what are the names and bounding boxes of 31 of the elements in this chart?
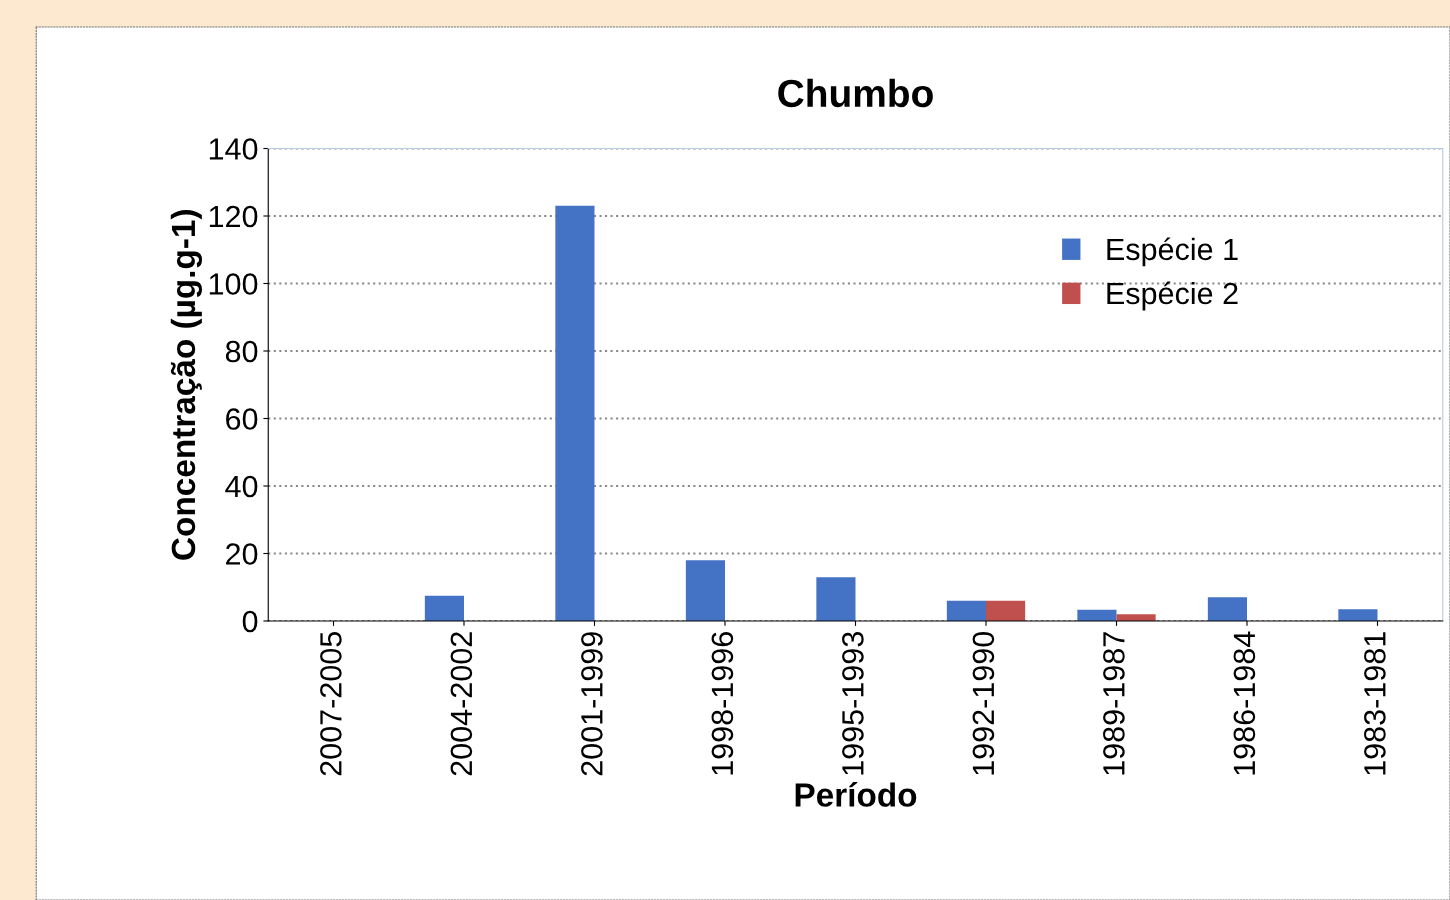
bar <box>555 205 595 621</box>
x-tick-label: 2004-2002 <box>450 632 473 776</box>
bar <box>946 600 986 621</box>
x-tick-label: 1995-1993 <box>842 632 864 775</box>
y-tick-label: 80 <box>225 340 258 363</box>
x-tick-label: 1983-1981 <box>1364 632 1386 775</box>
bar <box>1077 609 1117 621</box>
x-tick-label: 2001-1999 <box>581 632 603 776</box>
x-axis-title: Período <box>795 782 917 807</box>
bar <box>685 560 725 621</box>
x-tick-label: 1989-1987 <box>1103 632 1125 775</box>
bar <box>1338 609 1378 621</box>
y-tick-label: 20 <box>226 543 258 565</box>
legend-label: Espécie 2 <box>1107 281 1238 311</box>
x-tick-label: 2007-2005 <box>320 631 342 776</box>
bar <box>816 577 856 621</box>
y-tick-label: 100 <box>209 273 258 295</box>
y-tick-label: 140 <box>209 138 258 160</box>
legend-label: Espécie 1 <box>1107 237 1238 267</box>
y-tick-label: 0 <box>242 610 258 633</box>
y-tick-label: 120 <box>209 205 258 228</box>
y-tick-label: 40 <box>225 475 258 498</box>
bar <box>424 595 464 621</box>
x-tick-label: 1992-1990 <box>972 631 995 775</box>
bar <box>1207 597 1247 621</box>
y-tick-label: 60 <box>226 408 258 430</box>
x-tick-label: 1986-1984 <box>1233 631 1256 775</box>
x-tick-label: 1998-1996 <box>711 632 734 775</box>
y-axis-title: Concentração (µg.g-1) <box>170 210 202 560</box>
chart-title: Chumbo <box>778 78 933 108</box>
bar <box>986 600 1026 621</box>
